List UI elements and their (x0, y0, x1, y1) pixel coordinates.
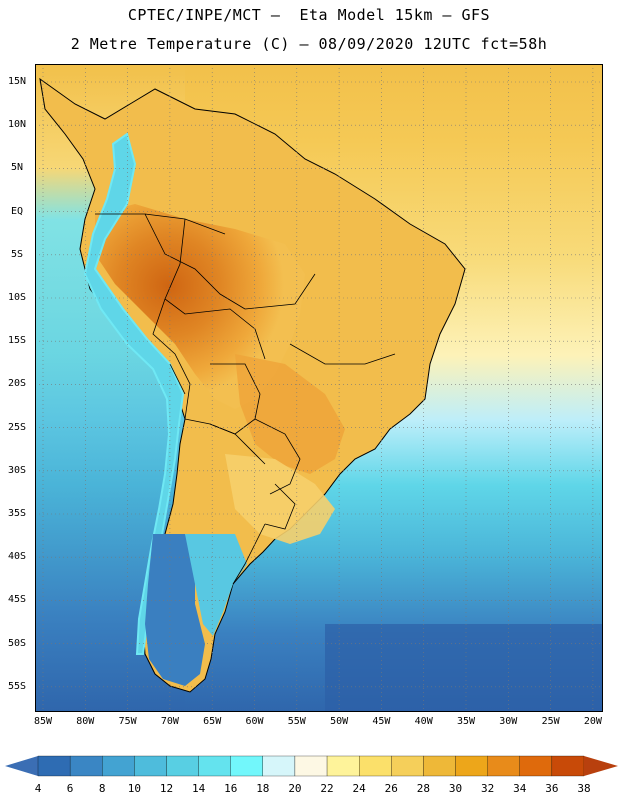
latitude-label: 10N (7, 119, 27, 131)
longitude-label: 75W (118, 716, 137, 727)
longitude-label: 80W (76, 716, 95, 727)
colorbar-cells (37, 755, 585, 777)
colorbar-cell (326, 755, 360, 777)
map-frame (35, 64, 603, 712)
colorbar-label: 24 (352, 782, 366, 795)
south-atlantic-cold (325, 624, 603, 712)
map-canvas (35, 64, 603, 712)
country-borders (95, 213, 396, 585)
longitude-label: 60W (245, 716, 264, 727)
colorbar-label: 4 (34, 782, 42, 795)
south-brazil-mild (225, 454, 335, 544)
colorbar-cell (69, 755, 103, 777)
colorbar-label: 36 (545, 782, 559, 795)
latitude-label: 35S (7, 508, 27, 519)
longitude-label: 30W (499, 716, 518, 727)
colorbar-label: 38 (577, 782, 591, 795)
colorbar-cell (359, 755, 392, 777)
colorbar-cell (134, 755, 167, 777)
colorbar-label: 22 (320, 782, 334, 795)
latitude-label: 40S (7, 551, 27, 563)
colorbar-cell (198, 755, 231, 777)
colorbar-high-arrow (584, 756, 618, 776)
latitude-label: 30S (7, 464, 27, 476)
latitude-label: 10S (7, 292, 27, 303)
colorbar-cell (455, 755, 488, 777)
latitude-label: 15S (7, 335, 27, 347)
longitude-label: 25W (541, 716, 560, 727)
longitude-label: 35W (456, 716, 476, 727)
latitude-label: 50S (7, 637, 27, 649)
colorbar-low-arrow (5, 756, 38, 776)
colorbar (5, 755, 618, 777)
colorbar-cell (423, 755, 456, 777)
colorbar-label: 6 (66, 782, 74, 795)
andes-cold-strip (83, 132, 185, 655)
colorbar-label: 34 (513, 782, 527, 795)
latitude-label: 5S (10, 248, 24, 260)
longitude-label: 55W (287, 716, 306, 727)
colorbar-cell (37, 755, 71, 777)
colorbar-label: 32 (481, 782, 495, 795)
longitude-label: 85W (33, 716, 53, 727)
longitude-label: 45W (372, 716, 391, 727)
colorbar-cell (294, 755, 328, 777)
latitude-label: 15N (7, 76, 27, 87)
colorbar-label: 8 (98, 782, 106, 795)
longitude-label: 65W (203, 716, 222, 727)
patagonia-east-cool (185, 534, 247, 636)
patagonia-cold (145, 534, 205, 686)
graticule (35, 64, 603, 712)
colorbar-label: 12 (159, 782, 174, 795)
colorbar-label: 10 (127, 782, 141, 795)
latitude-label: 20S (7, 378, 27, 390)
latitude-label: 25S (7, 421, 27, 433)
longitude-label: 20W (583, 716, 602, 727)
longitude-label: 40W (414, 716, 433, 727)
latitude-label: 5N (10, 162, 24, 174)
colorbar-label: 30 (448, 782, 463, 795)
colorbar-cell (166, 755, 199, 777)
colorbar-label: 26 (384, 782, 398, 795)
colorbar-cell (102, 755, 135, 777)
title-line-1: CPTEC/INPE/MCT – Eta Model 15km – GFS (127, 6, 491, 24)
colorbar-label: 18 (256, 782, 270, 795)
colorbar-cell (230, 755, 263, 777)
colorbar-cell (391, 755, 424, 777)
colorbar-cell (262, 755, 296, 777)
colorbar-label: 16 (224, 782, 238, 795)
colorbar-label: 28 (416, 782, 431, 795)
latitude-label: EQ (10, 205, 24, 217)
title-line-2: 2 Metre Temperature (C) – 08/09/2020 12U… (70, 35, 548, 53)
colorbar-label: 20 (288, 782, 302, 795)
latitude-label: 45S (7, 594, 27, 606)
colorbar-cell (519, 755, 553, 777)
central-brazil-warm (235, 354, 345, 474)
colorbar-label: 14 (191, 782, 206, 795)
longitude-label: 50W (330, 716, 349, 727)
longitude-label: 70W (160, 716, 179, 727)
latitude-label: 55S (7, 680, 27, 692)
colorbar-cell (551, 755, 585, 777)
temperature-map (35, 64, 603, 712)
colorbar-cell (487, 755, 520, 777)
